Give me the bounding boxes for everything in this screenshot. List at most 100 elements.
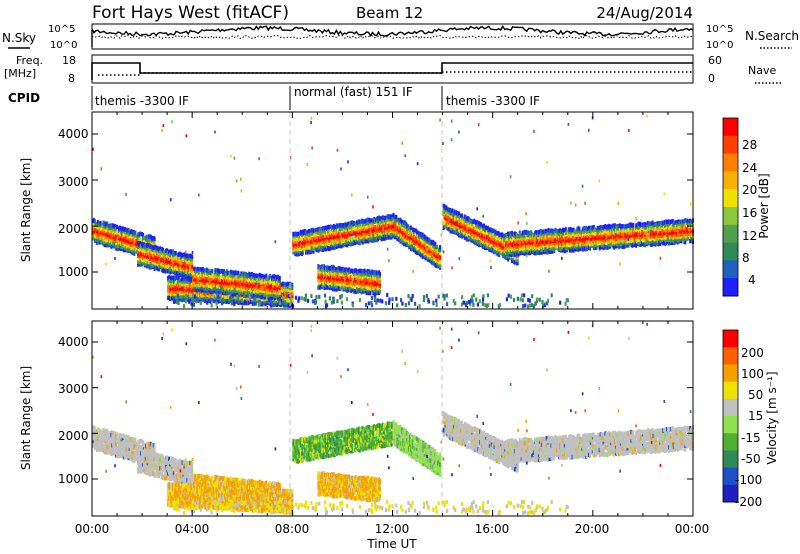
power-echo-cell <box>204 272 207 277</box>
power-echo-cell <box>142 233 145 238</box>
power-echo-cell <box>415 239 418 244</box>
power-echo-cell <box>207 298 210 303</box>
power-echo-cell <box>165 256 168 261</box>
power-echo-cell <box>379 289 381 294</box>
power-echo-cell <box>188 289 191 294</box>
power-echo-cell <box>472 224 475 229</box>
power-echo-cell <box>248 300 250 305</box>
power-echo-cell <box>509 247 511 252</box>
power-echo-cell <box>195 276 198 282</box>
power-echo-cell <box>147 245 150 251</box>
power-echo-cell <box>107 243 110 248</box>
power-echo-cell <box>531 232 534 237</box>
power-echo-cell <box>241 301 244 306</box>
power-echo-cell <box>249 280 251 285</box>
power-echo-cell <box>278 290 281 295</box>
power-echo-cell <box>214 295 217 301</box>
power-echo-cell <box>219 279 222 285</box>
power-echo-cell <box>310 233 313 238</box>
power-echo-cell <box>173 284 176 289</box>
power-echo-cell <box>439 250 442 256</box>
power-echo-cell <box>397 217 400 223</box>
power-echo-cell <box>184 289 187 295</box>
power-echo-cell <box>276 296 279 301</box>
power-echo-cell <box>205 283 208 288</box>
power-echo-cell <box>439 263 442 269</box>
power-echo-cell <box>460 213 463 218</box>
power-echo-cell <box>378 276 381 281</box>
power-echo-cell <box>511 256 514 261</box>
power-echo-cell <box>482 236 485 242</box>
power-echo-cell <box>355 286 358 292</box>
power-echo-cell <box>96 219 99 225</box>
power-echo-cell <box>106 221 109 227</box>
power-echo-cell <box>227 286 230 291</box>
power-echo-cell <box>510 250 512 255</box>
power-echo-cell <box>329 230 332 235</box>
power-echo-cell <box>100 223 103 228</box>
power-echo-cell <box>184 266 187 271</box>
power-echo-cell <box>339 285 342 290</box>
power-echo-cell <box>351 287 354 293</box>
power-echo-cell <box>219 282 222 287</box>
power-echo-cell <box>136 234 139 239</box>
power-echo-cell <box>378 231 381 236</box>
power-echo-cell <box>271 295 274 300</box>
cpid-segment-3: themis -3300 IF <box>446 94 540 108</box>
power-echo-cell <box>267 295 270 300</box>
power-echo-cell <box>561 235 563 240</box>
power-echo-cell <box>260 299 263 304</box>
power-echo-cell <box>410 225 412 230</box>
power-echo-cell <box>313 237 316 243</box>
power-echo-cell <box>206 289 209 294</box>
power-echo-cell <box>302 237 305 243</box>
power-echo-cell <box>409 235 411 240</box>
power-echo-cell <box>553 248 556 254</box>
power-echo-cell <box>561 238 563 243</box>
power-echo-cell <box>191 257 194 262</box>
power-echo-cell <box>278 295 281 300</box>
power-echo-cell <box>339 231 342 236</box>
cpid-label: CPID <box>8 91 40 105</box>
power-echo-cell <box>514 257 517 262</box>
power-echo-cell <box>282 291 285 297</box>
power-echo-cell <box>439 259 442 265</box>
power-echo-cell <box>312 249 315 254</box>
power-echo-cell <box>340 236 343 241</box>
power-echo-cell <box>159 264 162 270</box>
power-echo-cell <box>191 260 194 265</box>
power-echo-cell <box>93 229 96 234</box>
nave-label: Nave <box>748 64 776 77</box>
power-echo-cell <box>247 293 250 298</box>
power-echo-cell <box>265 273 268 278</box>
power-echo-cell <box>260 276 263 281</box>
power-echo-cell <box>245 293 248 298</box>
power-echo-cell <box>500 241 503 246</box>
power-echo-cell <box>394 222 397 228</box>
power-echo-cell <box>498 252 501 258</box>
power-echo-cell <box>380 234 382 239</box>
power-echo-cell <box>507 243 510 249</box>
power-echo-cell <box>276 301 279 306</box>
power-echo-cell <box>451 208 454 213</box>
power-echo-cell <box>227 278 230 283</box>
power-echo-cell <box>399 231 402 236</box>
power-echo-cell <box>188 259 191 265</box>
power-echo-cell <box>161 262 164 268</box>
power-echo-cell <box>516 257 519 263</box>
power-echo-cell <box>236 280 239 286</box>
power-echo-cell <box>547 244 550 249</box>
power-echo-cell <box>434 241 437 247</box>
power-echo-cell <box>385 228 388 233</box>
power-echo-cell <box>197 270 200 275</box>
power-echo-cell <box>250 283 252 288</box>
power-echo-cell <box>510 252 512 257</box>
power-echo-cell <box>236 278 239 283</box>
power-echo-cell <box>518 230 521 235</box>
power-echo-cell <box>409 227 411 233</box>
power-echo-cell <box>190 279 193 284</box>
power-echo-cell <box>212 278 215 284</box>
power-echo-cell <box>320 272 323 277</box>
power-echo-cell <box>297 239 300 244</box>
